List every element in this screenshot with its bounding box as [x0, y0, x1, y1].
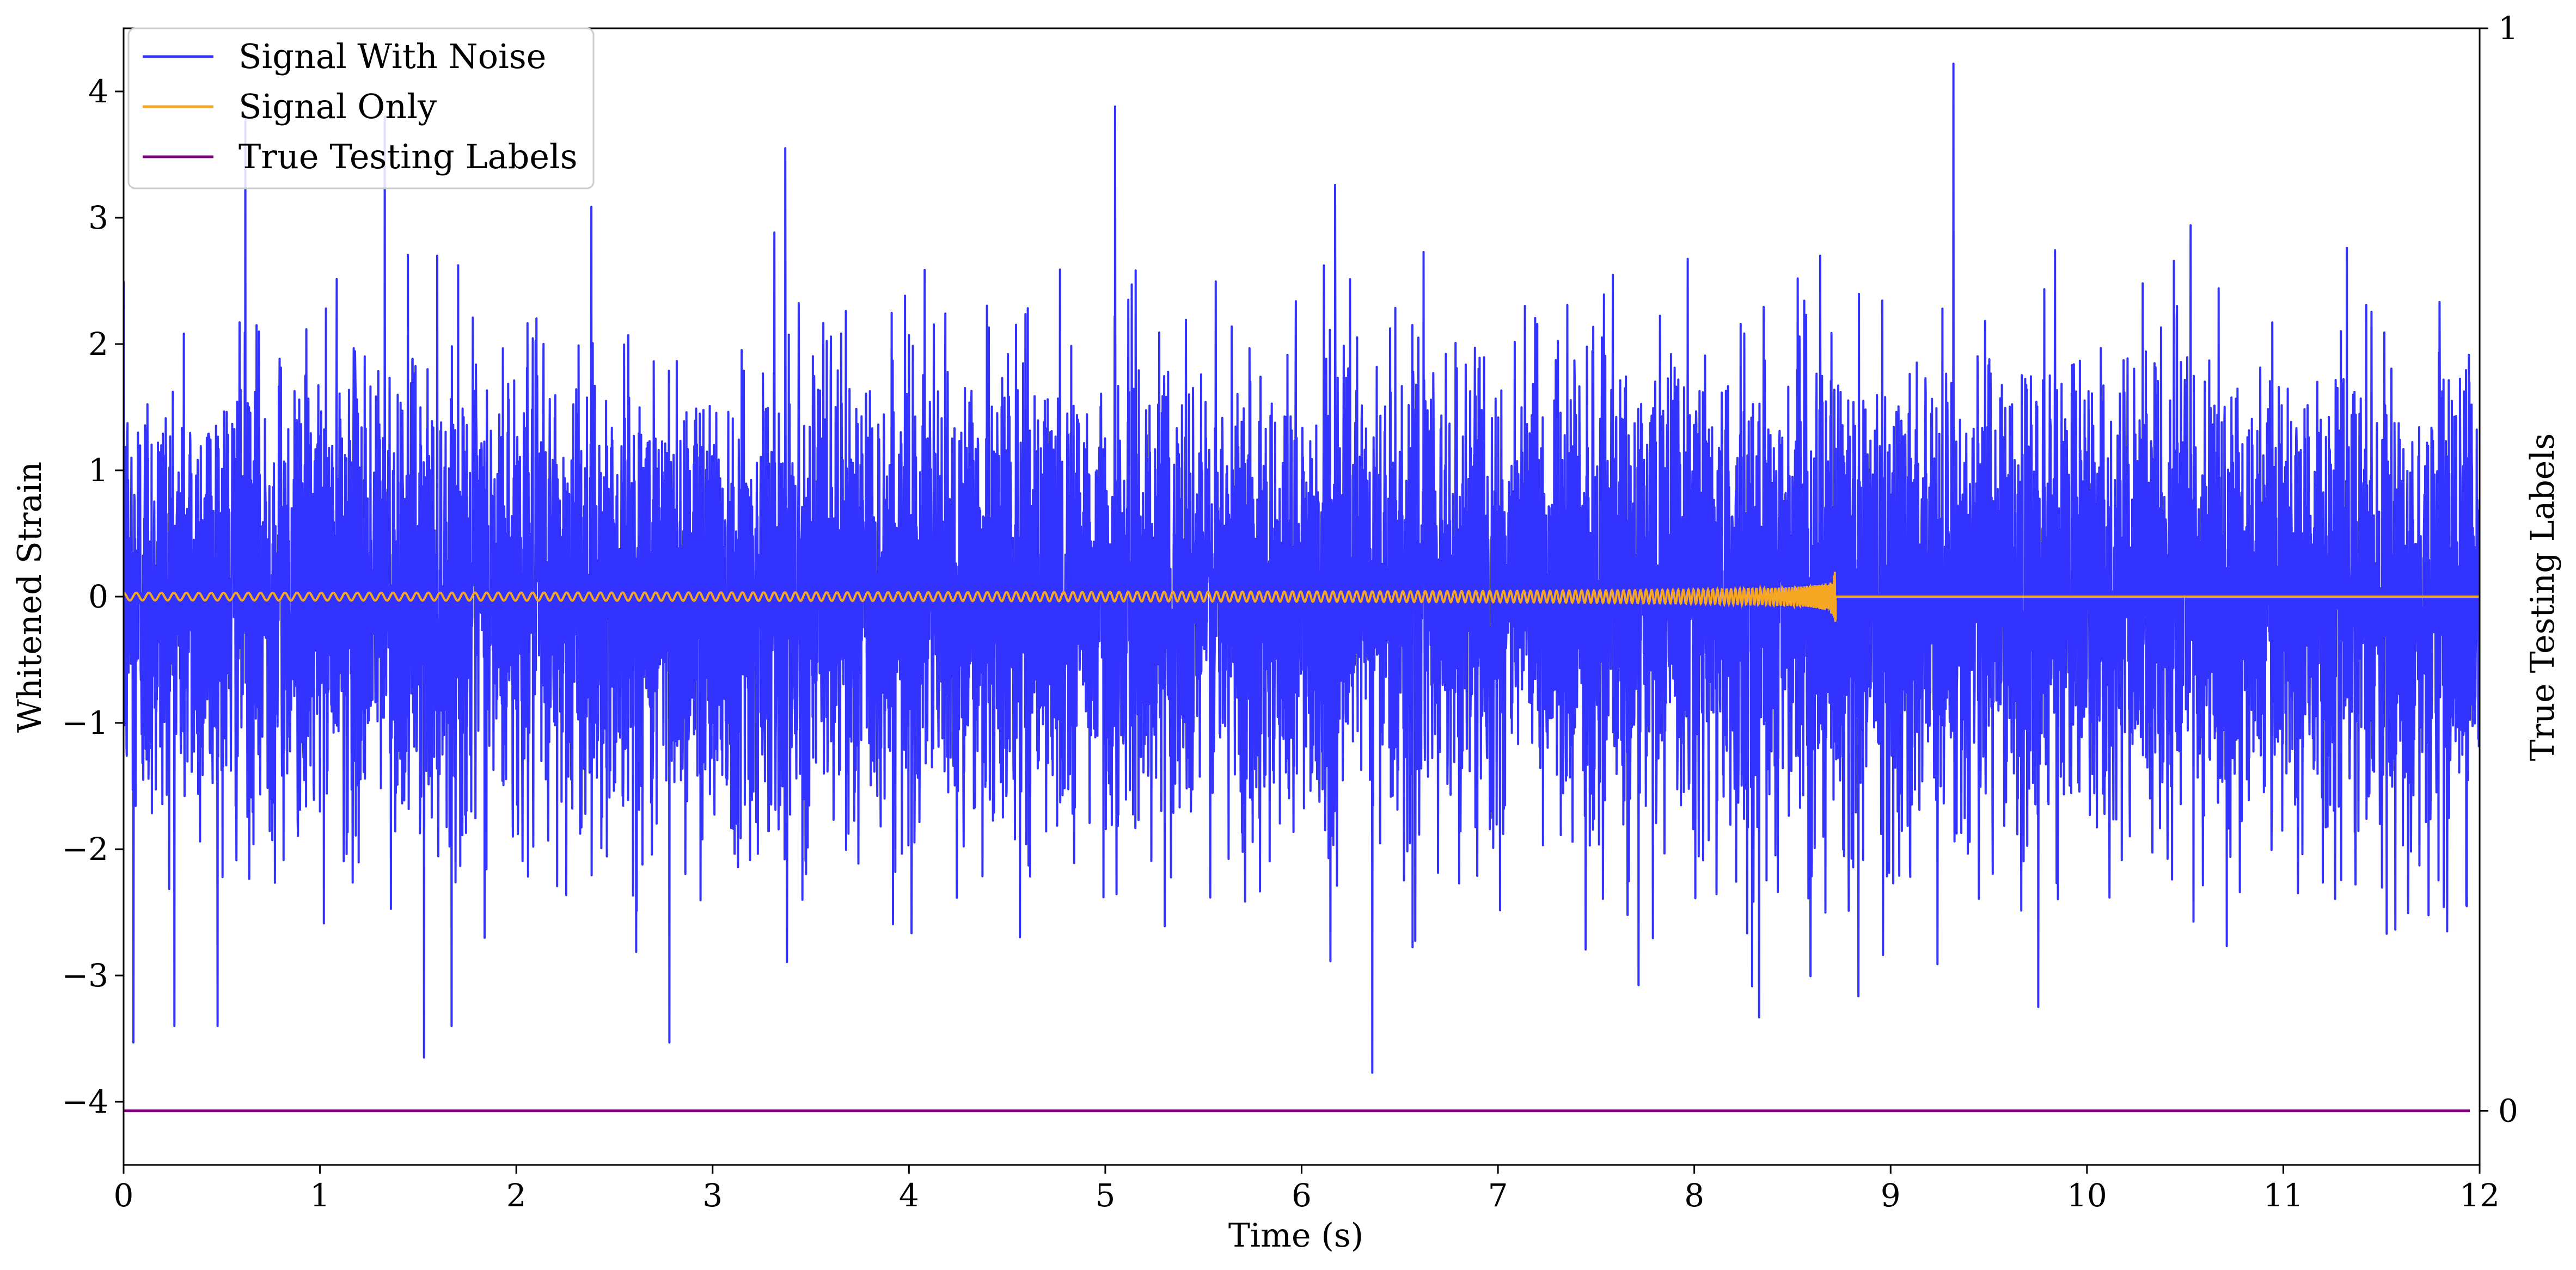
x-tick-label: 0 — [114, 1177, 134, 1214]
y-tick-label: −2 — [62, 831, 109, 868]
x-tick-label: 5 — [1095, 1177, 1115, 1214]
y-tick-label: 1 — [88, 452, 108, 489]
x-tick-label: 2 — [506, 1177, 527, 1214]
legend-label-signal-with-noise: Signal With Noise — [238, 36, 546, 76]
x-tick-label: 8 — [1684, 1177, 1704, 1214]
x-tick-label: 10 — [2067, 1177, 2107, 1214]
y-axis-title-right: True Testing Labels — [2524, 433, 2562, 762]
y-tick-label: −4 — [62, 1083, 109, 1120]
x-tick-label: 3 — [702, 1177, 723, 1214]
x-tick-label: 11 — [2263, 1177, 2304, 1214]
legend-label-signal-only: Signal Only — [238, 87, 437, 126]
y-tick-label: 2 — [88, 326, 108, 363]
x-tick-label: 4 — [899, 1177, 919, 1214]
x-axis-title: Time (s) — [1228, 1217, 1363, 1255]
x-tick-label: 9 — [1881, 1177, 1901, 1214]
y-axis-title: Whitened Strain — [11, 462, 49, 733]
legend: Signal With Noise Signal Only True Testi… — [127, 27, 595, 189]
y-right-tick-label: 0 — [2498, 1093, 2518, 1130]
x-tick-label: 6 — [1292, 1177, 1312, 1214]
y-tick-label: −3 — [62, 957, 109, 994]
y-right-tick-label: 1 — [2498, 10, 2518, 47]
x-tick-label: 12 — [2459, 1177, 2500, 1214]
x-tick-label: 1 — [310, 1177, 330, 1214]
y-tick-label: −1 — [62, 704, 109, 741]
y-tick-label: 4 — [88, 73, 108, 110]
series-signal-only — [124, 572, 2480, 622]
y-tick-label: 3 — [88, 199, 108, 236]
legend-label-true-testing-labels: True Testing Labels — [238, 137, 578, 176]
x-tick-label: 7 — [1488, 1177, 1508, 1214]
y-tick-label: 0 — [88, 578, 108, 615]
legend-frame — [127, 27, 595, 189]
series-signal-with-noise — [124, 63, 2480, 1074]
